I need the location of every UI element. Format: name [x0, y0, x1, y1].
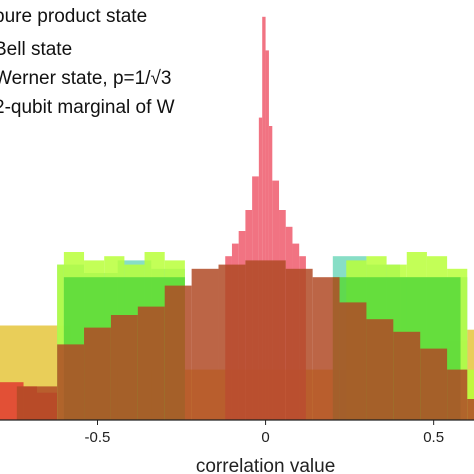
bar-5-6	[262, 16, 266, 421]
bar-6-15	[447, 369, 468, 420]
bar-5-7	[265, 50, 269, 421]
bar-6-14	[420, 348, 448, 420]
bar-6-0	[16, 386, 58, 420]
legend-item-pure-product: pure product state	[0, 6, 148, 27]
legend-item-w-marginal: 2-qubit marginal of W	[0, 97, 175, 118]
x-tick-label: 0	[261, 429, 269, 446]
x-tick-label: -0.5	[85, 429, 111, 446]
bar-6-4	[137, 306, 165, 420]
bar-6-1	[57, 344, 85, 420]
bar-3-13	[467, 369, 474, 420]
histogram-bars	[0, 16, 474, 421]
bar-6-13	[393, 331, 421, 420]
bar-3-0	[57, 264, 64, 420]
bar-6-5	[164, 285, 192, 420]
x-ticks: -0.5 0 0.5	[85, 420, 444, 446]
bar-6-11	[339, 302, 367, 420]
legend-item-werner: Werner state, p=1/√3	[0, 68, 172, 89]
bar-6-2	[84, 327, 111, 420]
bar-6-12	[366, 319, 394, 420]
x-tick-label: 0.5	[423, 429, 444, 446]
bar-6-7	[218, 264, 246, 420]
bar-6-8	[245, 260, 286, 420]
bar-6-9	[285, 268, 313, 420]
legend-item-bell: Bell state	[0, 39, 73, 60]
series-6	[16, 260, 474, 420]
bar-6-10	[312, 277, 340, 420]
bar-6-3	[110, 315, 138, 420]
bar-6-16	[467, 399, 474, 420]
bar-6-6	[191, 268, 219, 420]
x-axis-label: correlation value	[196, 456, 335, 474]
